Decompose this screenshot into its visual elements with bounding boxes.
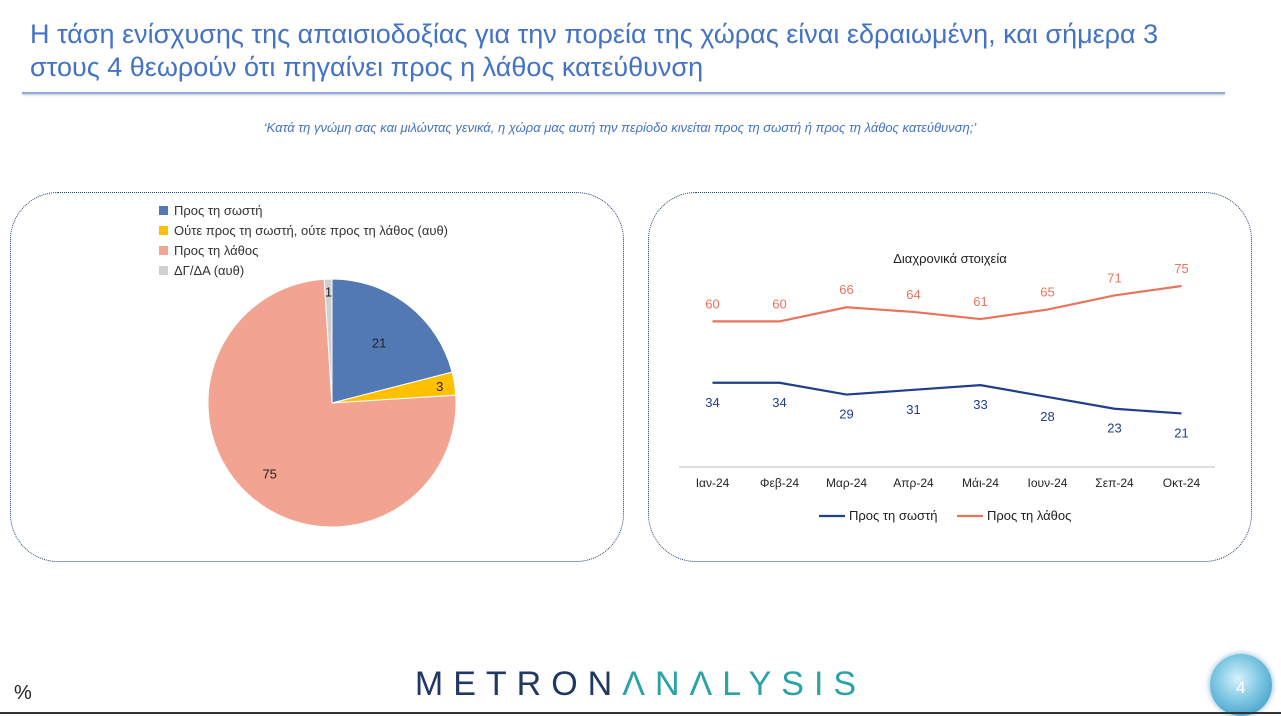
legend-label-0: Προς τη σωστή bbox=[174, 203, 262, 218]
data-label-s1-2: 66 bbox=[839, 282, 853, 297]
data-label-s1-3: 64 bbox=[906, 287, 920, 302]
legend-label-3: ΔΓ/ΔΑ (αυθ) bbox=[174, 263, 244, 278]
legend-swatch-0 bbox=[159, 206, 168, 215]
brand-logo-part2: ΛNΛLYSIS bbox=[622, 665, 867, 703]
pie-value-label-3: 1 bbox=[325, 284, 332, 299]
legend-series-label-1: Προς τη λάθος bbox=[987, 508, 1071, 523]
series-line-1 bbox=[712, 284, 1182, 323]
pie-value-label-1: 3 bbox=[436, 379, 443, 394]
pie-slice-0 bbox=[331, 278, 453, 404]
pie-chart: Προς τη σωστή Ούτε προς τη σωστή, ούτε πρ… bbox=[159, 203, 457, 528]
pie-value-label-2: 75 bbox=[262, 467, 276, 482]
line-chart-panel: Διαχρονικά στοιχεία Ιαν-24 Φεβ-24 Μαρ-24 Απρ… bbox=[648, 192, 1252, 562]
pie-value-label-0: 21 bbox=[372, 335, 386, 350]
data-label-s0-1: 34 bbox=[772, 395, 786, 410]
data-label-s0-4: 33 bbox=[973, 397, 987, 412]
page-number: 4 bbox=[1236, 678, 1246, 697]
data-label-s1-5: 65 bbox=[1040, 285, 1054, 300]
x-tick-label-2: Μαρ-24 bbox=[826, 476, 867, 490]
data-label-s0-2: 29 bbox=[839, 407, 853, 422]
page-number-badge bbox=[1210, 654, 1272, 716]
legend-label-1: Ούτε προς τη σωστή, ούτε προς τη λάθος (… bbox=[174, 223, 448, 238]
x-tick-label-5: Ιουν-24 bbox=[1028, 476, 1068, 490]
page-title: Η τάση ενίσχυσης της απαισιοδοξίας για τ… bbox=[30, 19, 1159, 82]
x-tick-label-3: Απρ-24 bbox=[893, 476, 934, 490]
unit-label: % bbox=[14, 682, 32, 704]
bottom-divider bbox=[0, 712, 1281, 714]
legend-swatch-1 bbox=[159, 226, 168, 235]
legend-label-2: Προς τη λάθος bbox=[174, 243, 258, 258]
x-tick-label-0: Ιαν-24 bbox=[696, 476, 730, 490]
title-divider bbox=[22, 92, 1225, 94]
x-tick-label-6: Σεπ-24 bbox=[1095, 476, 1134, 490]
pie-slice-2 bbox=[207, 278, 457, 528]
line-chart: Διαχρονικά στοιχεία Ιαν-24 Φεβ-24 Μαρ-24 Απρ… bbox=[679, 251, 1215, 523]
x-tick-label-4: Μάι-24 bbox=[962, 476, 999, 490]
data-label-s1-6: 71 bbox=[1107, 270, 1121, 285]
data-label-s0-3: 31 bbox=[906, 402, 920, 417]
data-label-s1-7: 75 bbox=[1174, 261, 1188, 276]
pie-slice-3 bbox=[323, 278, 333, 404]
legend-swatch-3 bbox=[159, 266, 168, 275]
data-label-s0-6: 23 bbox=[1107, 421, 1121, 436]
legend-swatch-2 bbox=[159, 246, 168, 255]
x-tick-label-1: Φεβ-24 bbox=[760, 476, 799, 490]
brand-logo-part1: METRON bbox=[414, 665, 623, 703]
x-tick-label-7: Οκτ-24 bbox=[1163, 476, 1201, 490]
data-label-s0-0: 34 bbox=[705, 395, 719, 410]
data-label-s0-7: 21 bbox=[1174, 425, 1188, 440]
line-chart-title: Διαχρονικά στοιχεία bbox=[893, 251, 1007, 266]
data-label-s1-0: 60 bbox=[705, 296, 719, 311]
data-label-s0-5: 28 bbox=[1040, 409, 1054, 424]
data-label-s1-4: 61 bbox=[973, 294, 987, 309]
series-line-0 bbox=[712, 381, 1182, 415]
survey-question: ‘Κατά τη γνώμη σας και μιλώντας γενικά, … bbox=[263, 120, 977, 135]
brand-logo: METRONΛNΛLYSIS bbox=[0, 664, 1281, 704]
pie-chart-panel: Προς τη σωστή Ούτε προς τη σωστή, ούτε πρ… bbox=[10, 192, 624, 562]
data-label-s1-1: 60 bbox=[772, 296, 786, 311]
legend-series-label-0: Προς τη σωστή bbox=[849, 508, 937, 523]
